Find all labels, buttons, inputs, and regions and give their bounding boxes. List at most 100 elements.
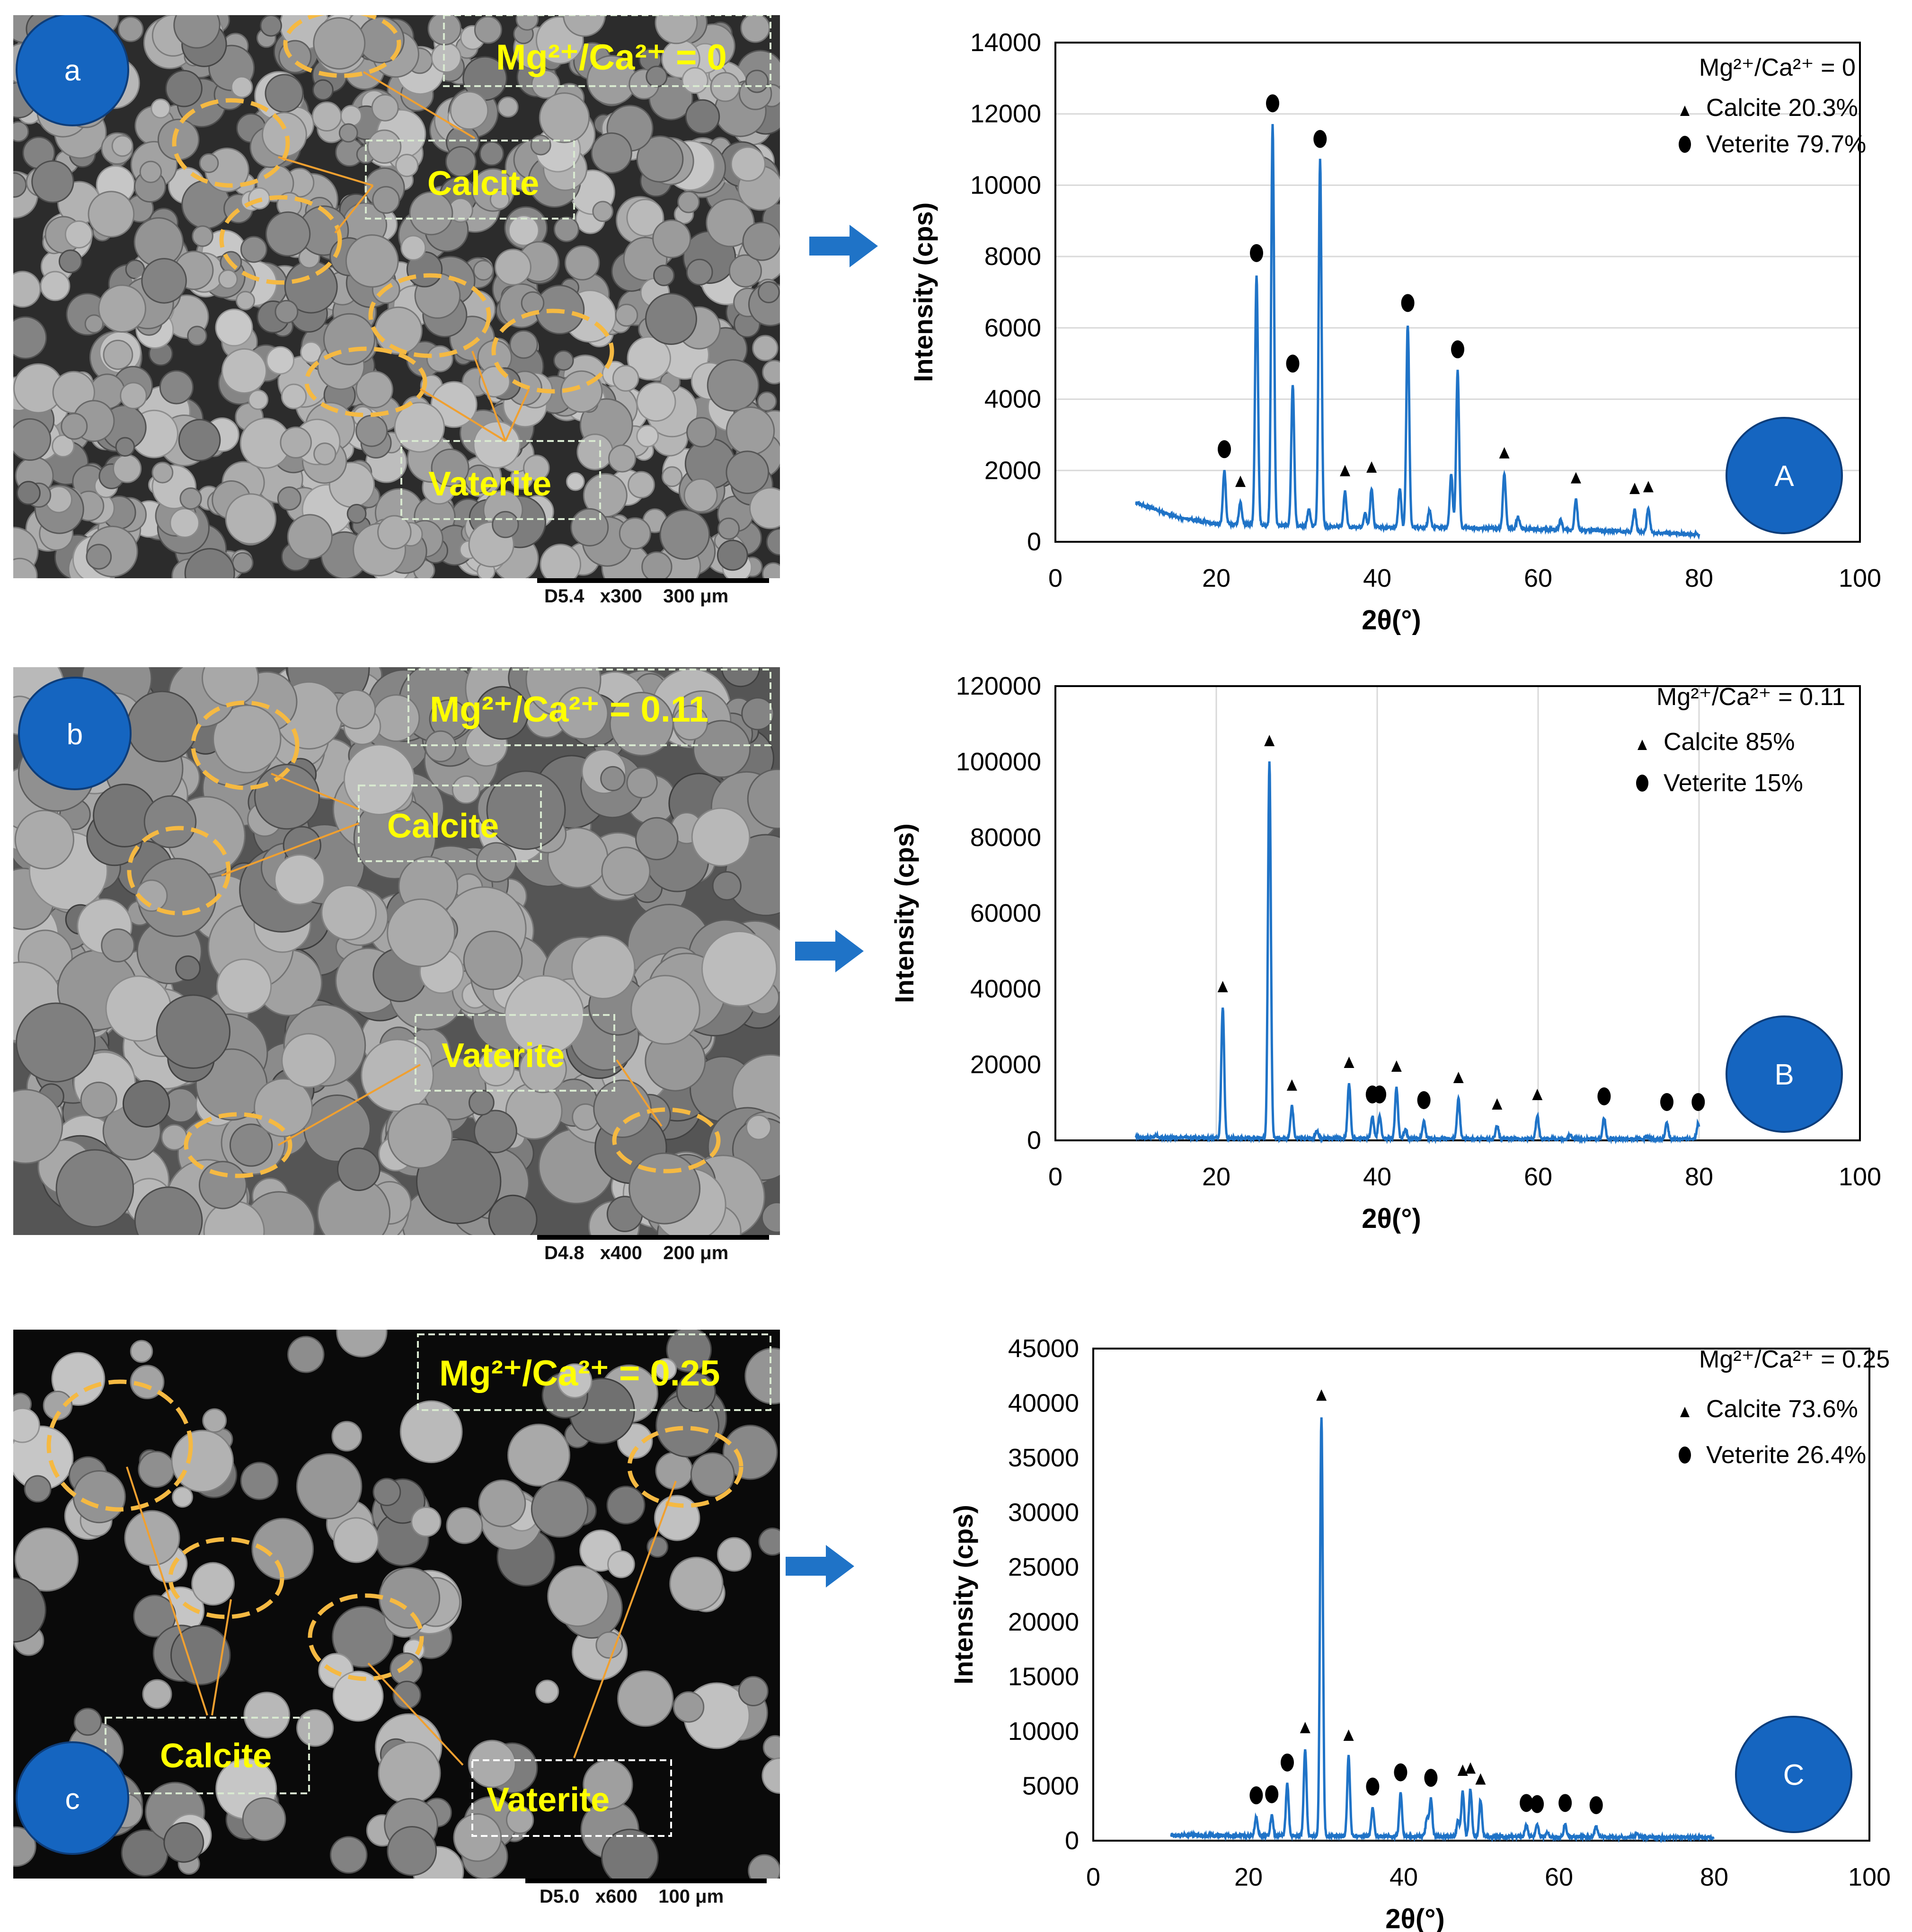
y-tick-label: 12000 <box>970 100 1041 128</box>
particle <box>387 1103 453 1169</box>
particle <box>371 94 399 122</box>
particle <box>313 442 336 466</box>
row-3: Mg²⁺/Ca²⁺ = 0.25 Calcite Vaterite c D5.0… <box>0 1306 1912 1932</box>
particle <box>726 406 775 456</box>
particle <box>745 1114 772 1140</box>
particle <box>13 1826 36 1867</box>
y-tick-label: 5000 <box>1022 1772 1079 1800</box>
particle <box>653 265 675 286</box>
legend-title: Mg²⁺/Ca²⁺ = 0.11 <box>1656 683 1845 711</box>
xrd-chart-b: 0 20 40 60 80 100 0 20000 40000 60000 80000 100000 1… <box>889 672 1881 1234</box>
vaterite-peak-marker <box>1313 130 1327 148</box>
legend-calcite-marker <box>1680 1407 1690 1417</box>
calcite-box-b <box>358 785 542 862</box>
particle <box>61 413 88 440</box>
particle <box>296 1709 334 1747</box>
particle <box>476 842 517 883</box>
calcite-label-b: Calcite <box>387 807 499 845</box>
particle <box>489 189 510 210</box>
highlight-ellipse <box>219 195 342 285</box>
x-tick-label: 100 <box>1839 564 1881 592</box>
particle <box>646 1536 669 1558</box>
particle <box>748 1854 780 1879</box>
particle <box>655 15 698 44</box>
y-tick-label: 2000 <box>984 456 1041 485</box>
particle <box>592 201 613 222</box>
particle <box>757 391 777 412</box>
particle <box>474 16 502 44</box>
sem-micrograph-b: Mg²⁺/Ca²⁺ = 0.11 Calcite Vaterite b <box>13 667 780 1235</box>
particle <box>221 348 267 394</box>
y-tick-label: 15000 <box>1008 1662 1079 1691</box>
legend-title: Mg²⁺/Ca²⁺ = 0.25 <box>1699 1346 1890 1373</box>
particle <box>394 402 445 453</box>
particle <box>156 994 230 1069</box>
particle <box>712 871 742 901</box>
particle <box>266 346 295 375</box>
svg-text:c: c <box>65 1783 80 1816</box>
particle <box>411 1506 442 1537</box>
x-tick-label: 40 <box>1363 564 1391 592</box>
particle <box>740 15 770 43</box>
calcite-peak-marker <box>1340 465 1350 476</box>
particle <box>701 930 778 1007</box>
particle <box>478 1049 515 1087</box>
particle <box>31 160 74 203</box>
particle <box>287 1336 325 1373</box>
y-tick-label: 14000 <box>970 28 1041 57</box>
particle <box>607 1550 635 1579</box>
vaterite-peak-marker <box>1558 1794 1572 1812</box>
leader-lines-a <box>278 71 530 442</box>
calcite-peak-marker <box>1264 735 1275 746</box>
x-tick-label: 40 <box>1390 1863 1418 1891</box>
particle <box>169 508 200 538</box>
particle <box>14 810 74 870</box>
particle <box>300 341 322 363</box>
particle <box>88 191 135 238</box>
particle <box>446 1507 483 1544</box>
legend-calcite: Calcite 20.3% <box>1706 94 1858 122</box>
sem-micrograph-a: Mg²⁺/Ca²⁺ = 0 Calcite Vaterite a <box>13 15 780 578</box>
particle <box>539 92 590 143</box>
highlight-ellipse <box>304 346 427 417</box>
scale-bar-a: D5.4 x300 300 μm <box>537 578 774 607</box>
particle <box>615 303 638 327</box>
vaterite-box-c <box>471 1759 672 1837</box>
badge-c: c <box>16 1741 129 1855</box>
scale-bar-b: D4.8 x400 200 μm <box>537 1235 774 1263</box>
particle <box>450 91 489 130</box>
calcite-peak-marker <box>1570 472 1581 484</box>
x-tick-label: 0 <box>1048 564 1062 592</box>
calcite-peak-marker <box>1235 476 1246 487</box>
particle <box>626 767 658 799</box>
particle <box>409 191 453 236</box>
y-axis-label: Intensity (cps) <box>948 1505 978 1685</box>
particle <box>741 697 775 731</box>
particle <box>130 1365 165 1399</box>
particle <box>742 221 780 261</box>
highlight-ellipse <box>308 1593 424 1681</box>
vaterite-box-b <box>415 1014 615 1092</box>
particle <box>652 219 691 258</box>
vaterite-peak-marker <box>1531 1795 1544 1813</box>
row-2: Mg²⁺/Ca²⁺ = 0.11 Calcite Vaterite b D4.8… <box>0 653 1912 1282</box>
badge-b: b <box>18 677 132 790</box>
plot-frame <box>1054 42 1861 543</box>
highlight-ellipse <box>172 98 290 188</box>
particle <box>463 930 523 990</box>
legend-vaterite-marker <box>1679 1447 1691 1464</box>
vaterite-peak-marker <box>1250 244 1263 262</box>
calcite-peak-marker <box>1366 461 1377 473</box>
particle <box>469 1089 495 1116</box>
particle <box>473 421 521 469</box>
x-tick-label: 20 <box>1234 1863 1263 1891</box>
particle <box>571 935 636 999</box>
particle <box>692 720 751 778</box>
y-tick-label: 40000 <box>970 975 1041 1003</box>
particle <box>13 418 52 461</box>
y-tick-label: 0 <box>1027 528 1041 556</box>
particle <box>52 434 75 458</box>
particle <box>13 1407 40 1443</box>
particle <box>738 1676 769 1706</box>
particle <box>98 284 147 333</box>
